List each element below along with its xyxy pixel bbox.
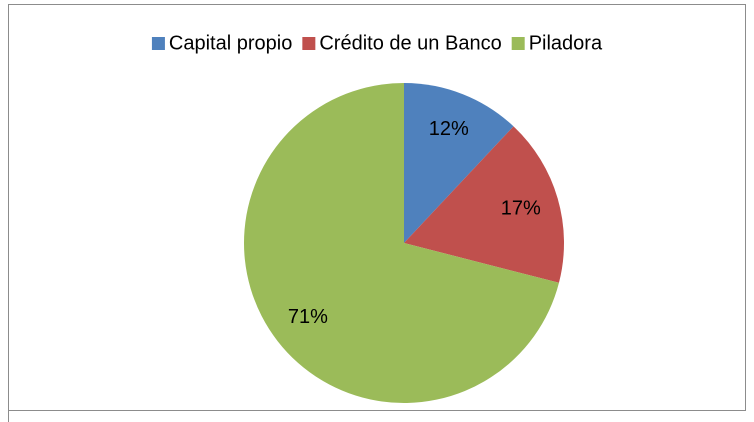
data-label: 71% <box>288 306 328 328</box>
data-label: 17% <box>501 197 541 219</box>
pie-slice <box>404 83 514 243</box>
legend-label: Piladora <box>529 32 603 54</box>
legend-label: Crédito de un Banco <box>319 32 501 54</box>
pie-slice <box>244 83 559 403</box>
legend-swatch <box>302 37 316 50</box>
pie-slice <box>404 126 564 283</box>
legend-swatch <box>151 37 165 50</box>
legend-swatch <box>511 37 525 50</box>
legend-label: Capital propio <box>169 32 292 54</box>
data-label: 12% <box>429 118 469 140</box>
